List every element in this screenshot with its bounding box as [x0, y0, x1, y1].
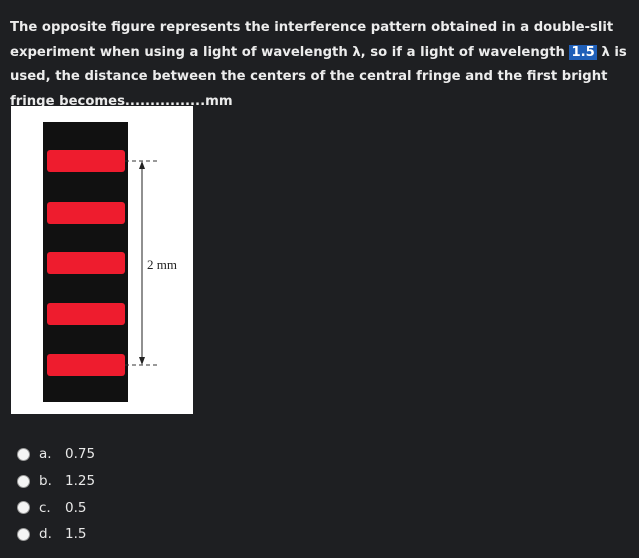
answer-option-c[interactable]: c. 0.5 [17, 494, 95, 521]
answer-value: 1.5 [65, 526, 87, 543]
answer-options: a. 0.75 b. 1.25 c. 0.5 d. 1.5 [17, 441, 95, 548]
measure-label: 2 mm [147, 257, 177, 272]
bright-fringe-4 [47, 303, 125, 325]
answer-letter: c. [39, 499, 51, 516]
radio-button-d[interactable] [17, 527, 30, 541]
bright-fringe-central [47, 252, 125, 274]
answer-letter: d. [39, 526, 52, 543]
bright-fringe-5 [47, 354, 125, 376]
bright-fringe-1 [47, 150, 125, 172]
radio-button-b[interactable] [17, 474, 30, 488]
selected-text-highlight: 1.5 [569, 44, 597, 60]
answer-letter: a. [39, 446, 52, 463]
bright-fringe-2 [47, 202, 125, 224]
answer-option-b[interactable]: b. 1.25 [17, 468, 95, 495]
question-text-before: The opposite figure represents the inter… [10, 20, 614, 60]
answer-option-a[interactable]: a. 0.75 [17, 441, 95, 468]
radio-button-a[interactable] [17, 447, 30, 461]
answer-letter: b. [39, 473, 52, 490]
arrow-down-icon [139, 357, 145, 365]
question-text-after: λ is used, the distance between the cent… [10, 44, 627, 109]
interference-figure: 2 mm [11, 106, 193, 414]
answer-value: 0.75 [65, 446, 96, 463]
interference-pattern-diagram: 2 mm [43, 122, 177, 402]
radio-button-c[interactable] [17, 501, 30, 515]
answer-value: 1.25 [65, 473, 96, 490]
answer-value: 0.5 [65, 499, 87, 516]
answer-option-d[interactable]: d. 1.5 [17, 521, 95, 548]
arrow-up-icon [139, 161, 145, 169]
question-text: The opposite figure represents the inter… [10, 16, 630, 114]
